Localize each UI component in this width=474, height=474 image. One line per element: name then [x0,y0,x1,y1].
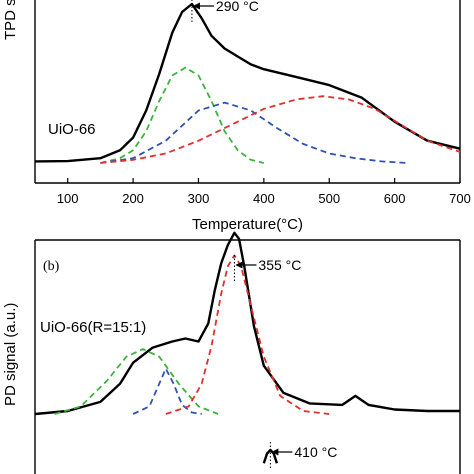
x-tick-label: 700 [449,191,471,206]
peak-arrow-head [235,261,243,269]
x-tick-label: 100 [57,191,79,206]
panel-label: (b) [43,259,60,274]
panel-c-chart: 410 °C [34,426,461,474]
peak-arrow-head [271,448,279,456]
x-tick-label: 300 [188,191,210,206]
x-tick-label: 500 [318,191,340,206]
y-axis-label: TPD s [2,0,19,40]
peak-temperature-label: 410 °C [294,444,337,460]
x-axis-label: Temperature(°C) [192,216,303,233]
panel-a-chart: 100 200 300 400 500 600 700 290 °C UiO-66 Tempera… [2,0,471,233]
tpd-total-curve [34,2,461,163]
x-tick-label: 200 [122,191,144,206]
deconvoluted-peak-curve [100,101,408,164]
sample-label: UiO-66 [48,121,96,138]
panel-b-chart: 355 °C UiO-66(R=15:1) (b) PD signal (a.u.) [2,231,461,426]
tpd-total-curve [34,231,460,416]
deconvoluted-peak-curve [54,348,219,415]
peak-temperature-label: 290 °C [216,0,259,14]
deconvoluted-peak-curve [132,367,202,415]
y-axis-label: PD signal (a.u.) [2,303,19,406]
x-tick-label: 400 [253,191,275,206]
peak-arrow-head [192,2,200,10]
peak-temperature-label: 355 °C [258,257,301,273]
x-tick-label: 600 [384,191,406,206]
deconvoluted-peak-curve [100,66,265,164]
sample-label: UiO-66(R=15:1) [40,319,146,336]
